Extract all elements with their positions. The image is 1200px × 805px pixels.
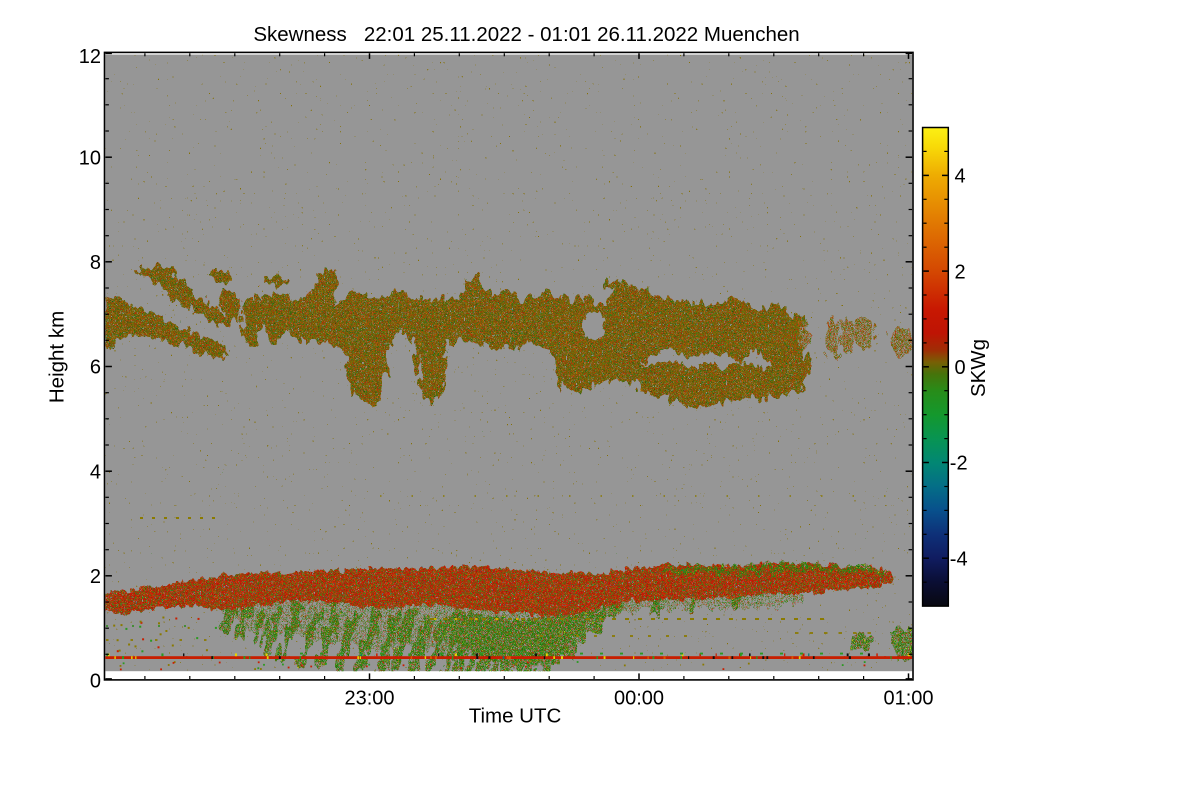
- svg-text:01:00: 01:00: [883, 688, 933, 710]
- svg-text:2: 2: [90, 566, 101, 588]
- svg-text:2: 2: [955, 261, 966, 283]
- svg-text:4: 4: [955, 166, 966, 188]
- svg-text:Skewness 22:01 25.11.2022 -: Skewness 22:01 25.11.2022 - 01:01 26.11.…: [253, 23, 799, 46]
- svg-text:12: 12: [79, 46, 101, 68]
- svg-text:-4: -4: [950, 548, 968, 570]
- svg-text:SKWg: SKWg: [967, 339, 990, 397]
- svg-text:-2: -2: [950, 453, 968, 475]
- svg-text:0: 0: [90, 671, 101, 693]
- svg-text:8: 8: [90, 252, 101, 274]
- svg-text:00:00: 00:00: [614, 688, 664, 710]
- svg-text:4: 4: [90, 461, 101, 483]
- svg-text:6: 6: [90, 357, 101, 379]
- svg-text:Time UTC: Time UTC: [469, 705, 562, 728]
- svg-text:0: 0: [955, 357, 966, 379]
- svg-text:Height km: Height km: [46, 311, 69, 403]
- svg-text:10: 10: [79, 147, 101, 169]
- svg-text:23:00: 23:00: [344, 688, 394, 710]
